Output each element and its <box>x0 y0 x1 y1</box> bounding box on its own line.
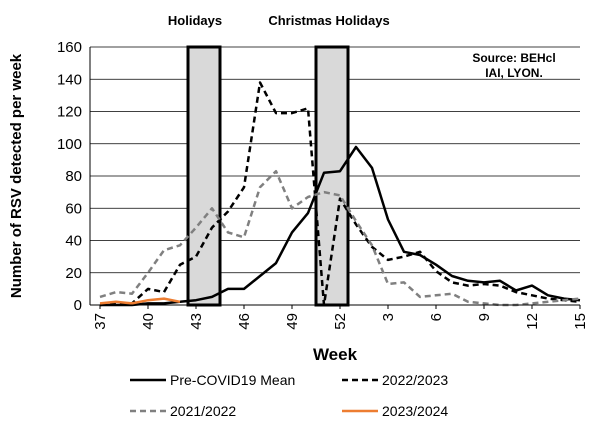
legend: Pre-COVID19 Mean 2022/2023 2021/2022 202… <box>130 372 448 419</box>
holiday-bands <box>186 45 350 307</box>
source-line-1: Source: BEHcl <box>472 51 555 65</box>
legend-label-2021: 2021/2022 <box>170 403 236 419</box>
legend-label-pre-covid: Pre-COVID19 Mean <box>170 372 295 388</box>
y-tick-label: 120 <box>57 104 82 121</box>
y-axis-title: Number of RSV detected per week <box>8 53 25 298</box>
x-tick-label: 3 <box>380 313 397 321</box>
series-line-3 <box>99 169 581 307</box>
holiday-band-2 <box>314 45 350 307</box>
x-tick-label: 9 <box>476 313 493 321</box>
x-tick-label: 15 <box>572 313 589 330</box>
y-tick-label: 160 <box>57 39 82 56</box>
y-tick-label: 140 <box>57 71 82 88</box>
y-tick-label: 100 <box>57 136 82 153</box>
x-tick-label: 43 <box>188 313 205 330</box>
x-tick-label: 46 <box>236 313 253 330</box>
legend-label-2022: 2022/2023 <box>382 372 448 388</box>
x-tick-labels: 37 40 43 46 49 52 3 6 9 12 15 <box>92 305 589 330</box>
y-tick-label: 80 <box>65 168 82 185</box>
x-axis-title: Week <box>313 345 358 364</box>
y-tick-label: 20 <box>65 265 82 282</box>
band-label-holidays: Holidays <box>168 13 222 28</box>
x-tick-label: 40 <box>140 313 157 330</box>
series-line-4 <box>99 297 181 305</box>
x-tick-label: 52 <box>332 313 349 330</box>
series-lines <box>99 81 581 307</box>
band-label-christmas: Christmas Holidays <box>268 13 389 28</box>
holiday-band-1 <box>186 45 222 307</box>
y-tick-label: 60 <box>65 200 82 217</box>
y-tick-label: 40 <box>65 233 82 250</box>
legend-label-2023: 2023/2024 <box>382 403 448 419</box>
y-tick-label: 0 <box>74 297 82 314</box>
x-tick-label: 37 <box>92 313 109 330</box>
x-tick-label: 6 <box>428 313 445 321</box>
y-tick-labels: 0 20 40 60 80 100 120 140 160 <box>57 39 82 314</box>
series-line-2 <box>99 81 581 307</box>
x-tick-label: 49 <box>284 313 301 330</box>
x-tick-label: 12 <box>524 313 541 330</box>
source-line-2: IAI, LYON. <box>485 66 543 80</box>
